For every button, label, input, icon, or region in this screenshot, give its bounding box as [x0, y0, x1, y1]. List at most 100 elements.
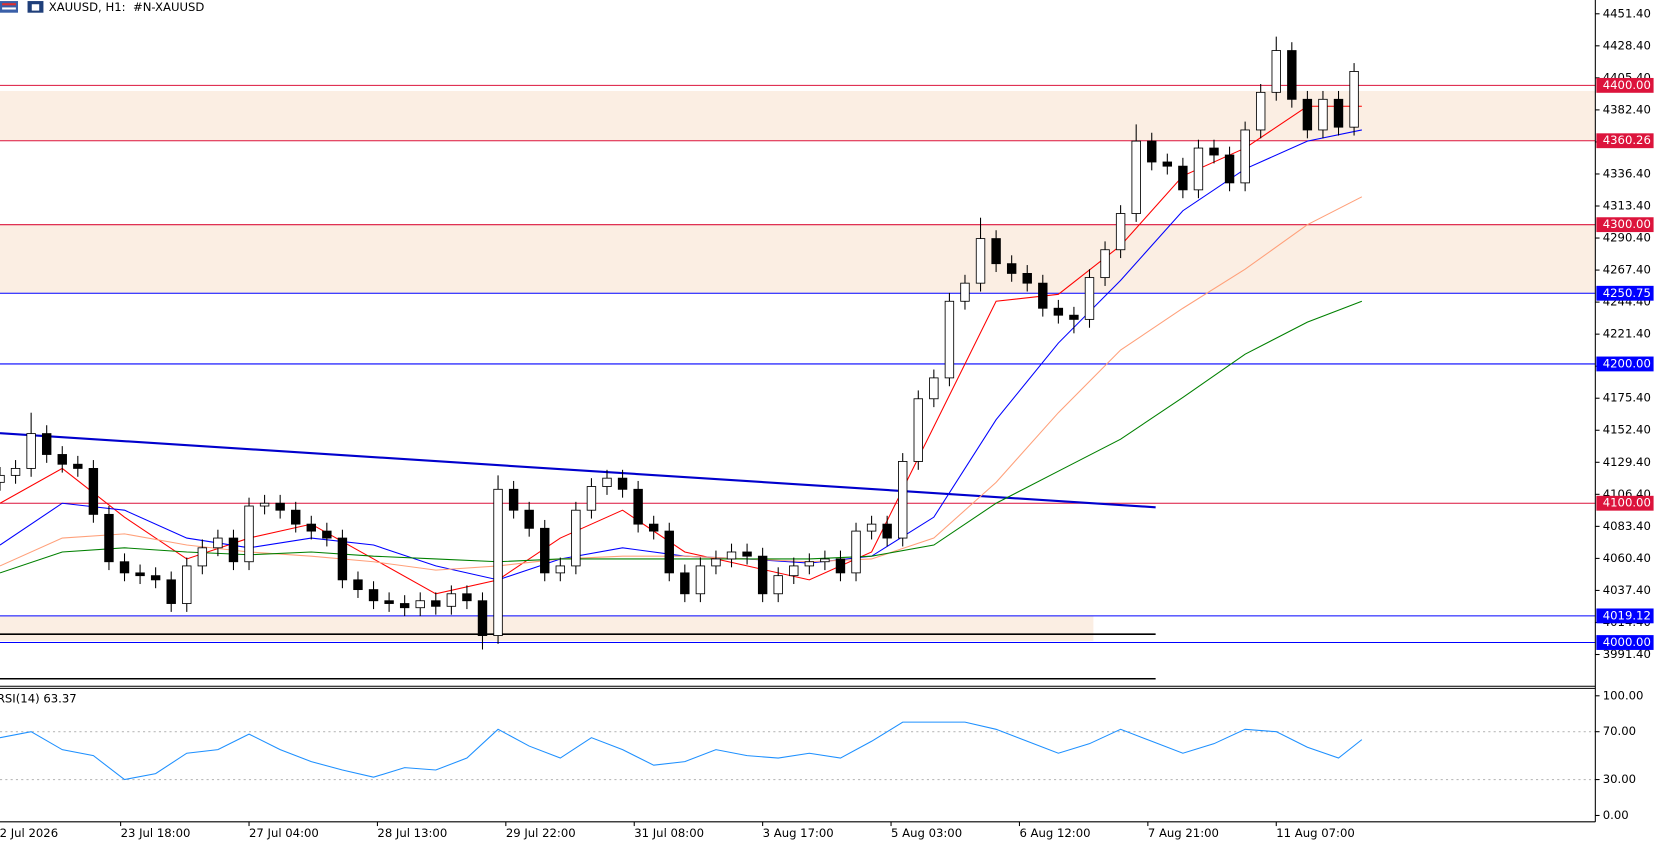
- candle-body: [1084, 277, 1095, 320]
- candle-body: [244, 505, 254, 563]
- candle-body: [306, 523, 316, 532]
- x-tick-label: 3 Aug 17:00: [763, 826, 834, 840]
- x-tick-label: 27 Jul 04:00: [249, 826, 319, 840]
- candle-body: [789, 565, 799, 577]
- level-label: 4000.00: [1603, 635, 1651, 649]
- candle-body: [524, 509, 534, 529]
- candle-body: [1209, 147, 1219, 156]
- x-tick-label: 5 Aug 03:00: [891, 826, 962, 840]
- candle-body: [197, 547, 208, 567]
- candle-body: [1022, 272, 1032, 284]
- candle-body: [1193, 147, 1204, 191]
- level-label-box: [1596, 285, 1654, 301]
- x-tick-label: 28 Jul 13:00: [377, 826, 447, 840]
- candle-body: [57, 454, 67, 465]
- candle-body: [555, 565, 566, 574]
- moving-average: [0, 300, 1363, 574]
- candle-body: [804, 561, 815, 567]
- y-tick-label: 4152.40: [1603, 423, 1651, 437]
- candle-body: [866, 523, 877, 532]
- candle-body: [477, 600, 488, 636]
- candle-body: [1100, 249, 1110, 279]
- trend-line: [0, 432, 1156, 509]
- candle-body: [602, 477, 612, 487]
- candle-body: [773, 575, 783, 595]
- candle-body: [991, 238, 1001, 265]
- candle-body: [571, 509, 581, 567]
- icon: [2, 7, 16, 10]
- candle-body: [1240, 129, 1250, 184]
- y-tick-label: 100.00: [1603, 688, 1644, 702]
- level-label: 4100.00: [1603, 496, 1651, 510]
- candle-body: [1069, 314, 1079, 320]
- candle-body: [259, 502, 270, 507]
- candle-body: [446, 593, 457, 607]
- zone: [0, 224, 1596, 294]
- candle-body: [540, 527, 550, 574]
- candle-body: [228, 537, 239, 563]
- level-label-box: [1596, 217, 1654, 233]
- candle-body: [73, 463, 83, 469]
- candle-body: [166, 579, 176, 604]
- candle-body: [960, 282, 970, 302]
- candle-body: [1162, 161, 1173, 167]
- zone: [0, 90, 1596, 141]
- candle-body: [431, 600, 441, 607]
- candle-body: [975, 238, 986, 284]
- candle-body: [10, 467, 21, 476]
- candle-body: [633, 488, 643, 525]
- y-tick-label: 0.00: [1603, 808, 1629, 822]
- candle-body: [1147, 140, 1157, 163]
- candle-body: [0, 474, 5, 483]
- chart-title: XAUUSD, H1: #N-XAUUSD: [49, 0, 205, 14]
- candle-body: [1318, 98, 1328, 131]
- y-tick-label: 4129.40: [1603, 455, 1651, 469]
- candle-body: [1271, 50, 1281, 93]
- candle-body: [337, 537, 348, 581]
- candle-body: [1224, 154, 1235, 184]
- candle-body: [1287, 50, 1297, 100]
- rsi-line: [0, 721, 1363, 781]
- candle-body: [648, 523, 659, 532]
- candle-body: [26, 433, 36, 469]
- y-tick-label: 4175.40: [1603, 391, 1651, 405]
- candle-body: [726, 551, 737, 560]
- candle-body: [929, 377, 939, 400]
- y-tick-label: 70.00: [1603, 724, 1636, 738]
- candle-body: [851, 530, 861, 574]
- candle-body: [1006, 263, 1017, 274]
- candle-body: [680, 572, 690, 595]
- x-tick-label: 11 Aug 07:00: [1276, 826, 1355, 840]
- candle-body: [368, 589, 379, 602]
- x-tick-label: 31 Jul 08:00: [634, 826, 704, 840]
- rsi-panel: 100.00 70.00 30.00 0.00: [0, 688, 1643, 822]
- candle-body: [41, 433, 52, 455]
- candle-body: [462, 593, 472, 602]
- candle-body: [104, 513, 114, 563]
- candle-body: [742, 551, 752, 557]
- candle-body: [1333, 98, 1344, 128]
- level-label: 4250.75: [1603, 286, 1651, 300]
- level-label-box: [1596, 77, 1654, 93]
- level-label-box: [1596, 608, 1654, 624]
- moving-average: [0, 196, 1363, 571]
- candle-body: [493, 488, 503, 636]
- level-label-box: [1596, 635, 1654, 650]
- level-label-box: [1596, 133, 1654, 149]
- x-tick-label: 29 Jul 22:00: [506, 826, 576, 840]
- candle-body: [1115, 213, 1126, 251]
- candle-body: [882, 523, 892, 539]
- candle-body: [399, 603, 410, 609]
- candle-body: [508, 488, 519, 511]
- icon: [2, 3, 16, 6]
- x-tick-label: 7 Aug 21:00: [1148, 826, 1219, 840]
- candle-body: [1053, 307, 1064, 316]
- candle-body: [664, 530, 674, 574]
- candle-body: [213, 537, 223, 549]
- candle-body: [695, 565, 706, 595]
- level-label: 4200.00: [1603, 356, 1651, 370]
- symbol-icons: [0, 1, 44, 13]
- candle-body: [944, 300, 955, 379]
- y-tick-label: 3991.40: [1603, 647, 1651, 661]
